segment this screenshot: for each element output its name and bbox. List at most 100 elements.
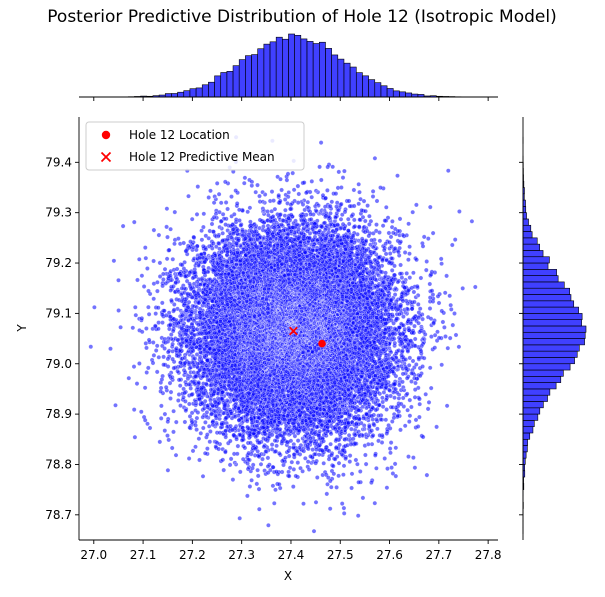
x-hist-bar	[258, 49, 264, 97]
x-hist-bar	[369, 80, 375, 97]
y-tick-label: 79.4	[45, 155, 72, 169]
y-hist-bar	[523, 269, 557, 275]
x-hist-bar	[406, 93, 412, 97]
y-tick-label: 78.9	[45, 407, 72, 421]
x-hist-bar	[178, 92, 184, 97]
x-hist-bar	[338, 59, 344, 97]
x-hist-bar	[215, 76, 221, 97]
y-tick-label: 79.3	[45, 206, 72, 220]
y-hist-bar	[523, 250, 543, 256]
x-tick-label: 27.3	[228, 548, 255, 562]
x-hist-bar	[387, 88, 393, 97]
y-hist-bar	[523, 408, 540, 414]
chart-title: Posterior Predictive Distribution of Hol…	[47, 7, 556, 27]
y-hist-bar	[523, 332, 585, 338]
y-hist-bar	[523, 395, 548, 401]
y-hist-bar	[523, 446, 527, 452]
x-hist-bar	[270, 42, 276, 97]
y-tick-label: 79.0	[45, 357, 72, 371]
x-hist-bar	[252, 55, 258, 97]
x-tick-label: 27.4	[278, 548, 305, 562]
y-hist-bar	[523, 288, 570, 294]
x-hist-bar	[301, 39, 307, 97]
x-hist-bar	[332, 55, 338, 97]
x-hist-bar	[276, 37, 282, 97]
legend: Hole 12 Location Hole 12 Predictive Mean	[86, 122, 304, 170]
legend-circle-marker	[102, 131, 110, 139]
y-axis-label: Y	[15, 324, 29, 333]
x-hist-bar	[319, 42, 325, 97]
y-hist-bar	[523, 433, 530, 439]
y-hist-bar	[523, 357, 575, 363]
x-hist-bar	[239, 60, 245, 97]
x-hist-bar	[221, 73, 227, 98]
x-hist-bar	[233, 66, 239, 97]
y-hist-bar	[523, 213, 527, 219]
y-hist-bar	[523, 257, 549, 263]
x-tick-label: 27.0	[80, 548, 107, 562]
x-tick-label: 27.6	[376, 548, 403, 562]
y-tick-label: 78.8	[45, 457, 72, 471]
x-hist-bar	[393, 91, 399, 97]
y-hist-bar	[523, 313, 582, 319]
x-hist-bar	[325, 48, 331, 97]
y-hist-bar	[523, 370, 563, 376]
y-hist-bar	[523, 376, 561, 382]
y-hist-bar	[523, 326, 586, 332]
x-tick-label: 27.5	[327, 548, 354, 562]
y-hist-bar	[523, 383, 556, 389]
y-hist-bar	[523, 389, 550, 395]
x-hist-bar	[350, 67, 356, 97]
x-hist-bar	[282, 39, 288, 97]
y-hist-bar	[523, 263, 548, 269]
y-hist-bar	[523, 282, 564, 288]
x-hist-bar	[399, 92, 405, 97]
x-hist-bar	[264, 44, 270, 97]
y-hist-bar	[523, 244, 540, 250]
y-hist-bar	[523, 339, 585, 345]
x-hist-bar	[381, 86, 387, 97]
y-hist-bar	[523, 351, 577, 357]
y-hist-bar	[523, 402, 543, 408]
x-hist-bar	[208, 82, 214, 97]
x-hist-bar	[227, 71, 233, 97]
x-hist-bar	[289, 34, 295, 97]
y-hist-bar	[523, 225, 531, 231]
y-hist-bar	[523, 427, 533, 433]
y-hist-bar	[523, 320, 582, 326]
y-hist-bar	[523, 232, 532, 238]
y-tick-label: 78.7	[45, 508, 72, 522]
x-axis-label: X	[284, 569, 292, 583]
x-tick-label: 27.8	[475, 548, 502, 562]
hole-location-marker	[318, 340, 326, 348]
x-hist-bar	[362, 76, 368, 97]
y-hist-bar	[523, 439, 528, 445]
y-hist-bar	[523, 414, 538, 420]
y-hist-bar	[523, 364, 570, 370]
x-hist-bar	[307, 41, 313, 97]
y-hist-bar	[523, 238, 537, 244]
y-hist-bar	[523, 307, 579, 313]
y-tick-label: 79.1	[45, 306, 72, 320]
x-tick-label: 27.7	[425, 548, 452, 562]
x-hist-bar	[295, 35, 301, 97]
x-hist-bar	[313, 44, 319, 97]
x-hist-bar	[356, 73, 362, 97]
x-hist-bar	[245, 56, 251, 97]
x-hist-bar	[165, 94, 171, 97]
x-hist-bar	[190, 89, 196, 97]
x-hist-bar	[202, 85, 208, 97]
y-hist-bar	[523, 219, 529, 225]
x-hist-bar	[184, 91, 190, 97]
y-hist-bar	[523, 301, 574, 307]
x-hist-bar	[171, 94, 177, 98]
y-hist-bar	[523, 276, 558, 282]
y-tick-label: 79.2	[45, 256, 72, 270]
x-tick-label: 27.1	[130, 548, 157, 562]
x-hist-bar	[344, 63, 350, 97]
legend-label-mean: Hole 12 Predictive Mean	[129, 150, 275, 164]
x-tick-label: 27.2	[179, 548, 206, 562]
x-hist-bar	[196, 88, 202, 97]
